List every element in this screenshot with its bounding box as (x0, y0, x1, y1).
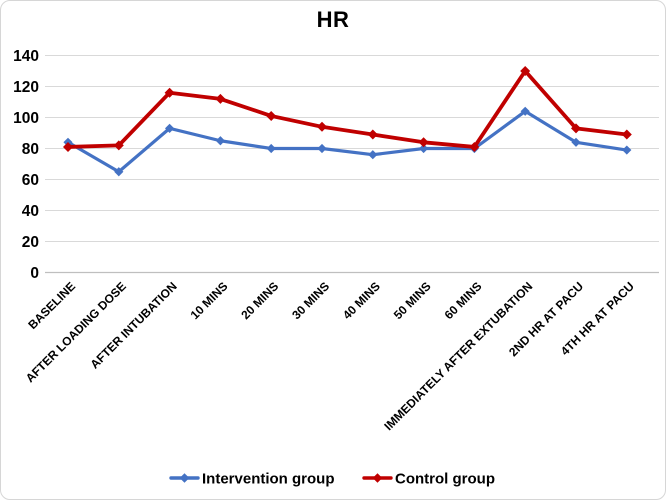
data-marker-intervention-group (419, 143, 429, 154)
data-marker-control-group (367, 129, 378, 140)
data-marker-control-group (215, 93, 226, 104)
data-marker-control-group (621, 129, 632, 140)
x-axis-category-label: 60 MINS (442, 279, 485, 322)
y-axis-tick-label: 80 (22, 141, 39, 158)
data-marker-control-group (266, 110, 277, 121)
y-axis-tick-label: 120 (13, 79, 39, 96)
data-marker-control-group (317, 121, 327, 132)
data-marker-control-group (520, 66, 531, 76)
series-line-intervention-group (66, 109, 629, 174)
x-axis-category-label: AFTER LOADING DOSE (23, 279, 129, 385)
x-axis-category-label: 50 MINS (391, 279, 434, 322)
y-axis-tick-label: 60 (22, 172, 39, 189)
legend-label-control-group: Control group (395, 471, 495, 488)
data-marker-intervention-group (266, 143, 276, 154)
y-axis-tick-label: 100 (13, 110, 39, 127)
data-marker-intervention-group (368, 150, 378, 160)
y-axis-tick-label: 0 (30, 265, 39, 282)
data-marker-control-group (164, 87, 175, 98)
data-marker-control-group (113, 140, 124, 151)
data-marker-control-group (418, 137, 429, 148)
data-marker-intervention-group (571, 137, 581, 147)
x-axis-category-label: 40 MINS (340, 279, 383, 322)
x-axis-category-label: BASELINE (25, 279, 78, 332)
legend-marker-intervention-group (179, 473, 190, 483)
data-marker-control-group (469, 141, 480, 152)
y-axis-tick-label: 20 (22, 234, 39, 251)
data-marker-intervention-group (520, 106, 530, 116)
data-marker-intervention-group (622, 145, 632, 155)
series-line-control-group (66, 69, 629, 149)
data-marker-intervention-group (317, 143, 327, 154)
x-axis-category-label: 10 MINS (188, 279, 231, 322)
legend-label-intervention-group: Intervention group (202, 471, 335, 488)
x-axis-category-label: 20 MINS (238, 279, 281, 322)
data-marker-control-group (571, 123, 581, 134)
data-marker-control-group (63, 141, 73, 152)
y-axis-tick-label: 140 (13, 48, 39, 65)
x-axis-category-label: AFTER INTUBATION (87, 279, 179, 371)
y-axis-tick-label: 40 (22, 203, 39, 220)
legend-marker-control-group (372, 473, 383, 483)
x-axis-category-label: 30 MINS (289, 279, 332, 322)
data-marker-intervention-group (215, 136, 225, 146)
data-marker-intervention-group (165, 123, 175, 133)
data-marker-intervention-group (114, 167, 124, 177)
